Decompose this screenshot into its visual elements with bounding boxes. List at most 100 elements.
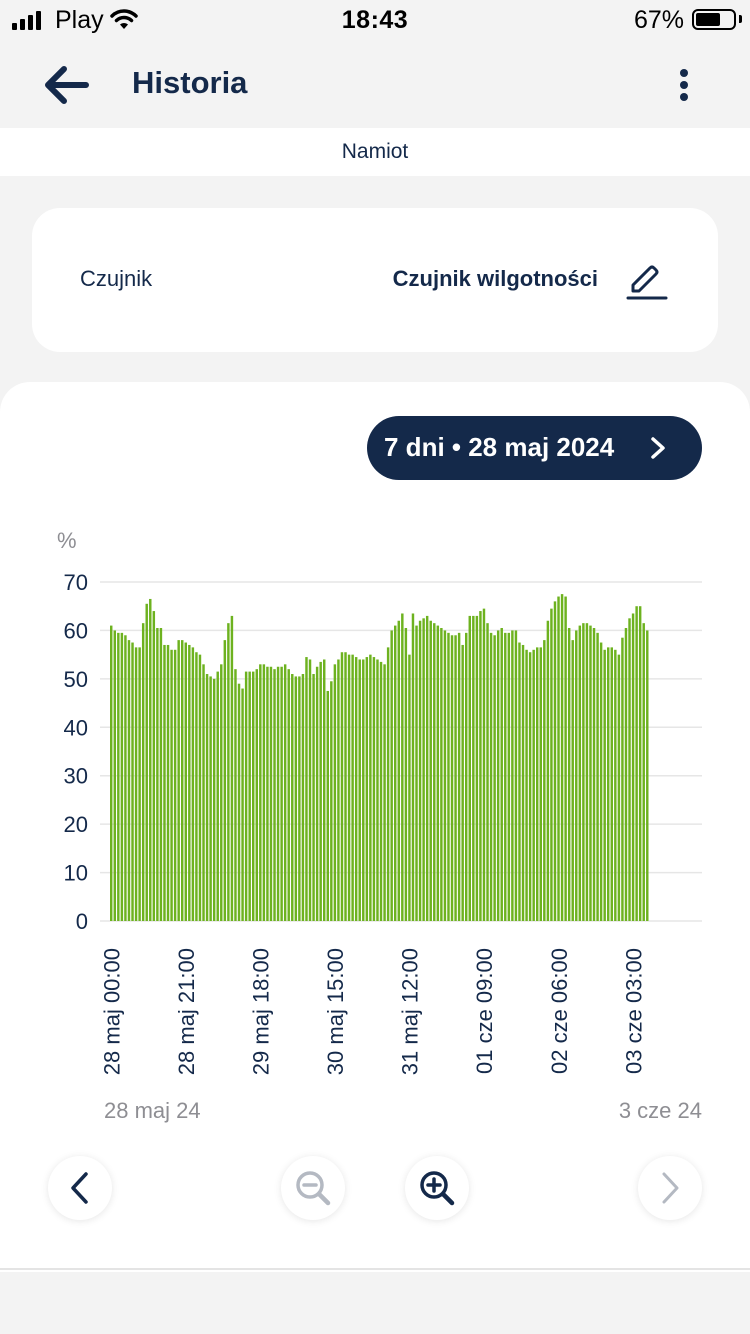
humidity-bar [422, 618, 425, 921]
back-button[interactable] [40, 62, 92, 108]
humidity-bar [475, 615, 479, 921]
x-tick-label: 02 cze 06:00 [547, 948, 572, 1074]
humidity-bar [433, 623, 436, 921]
x-tick-label: 01 cze 09:00 [472, 948, 497, 1074]
humidity-bar [607, 647, 610, 921]
more-options-button[interactable] [664, 62, 704, 108]
humidity-bar [582, 623, 585, 921]
humidity-bar [159, 628, 163, 921]
y-tick-label: 20 [64, 812, 88, 837]
humidity-bar [131, 642, 134, 921]
y-tick-label: 50 [64, 667, 88, 692]
battery-fill [696, 13, 720, 26]
zoom-in-button[interactable] [405, 1156, 469, 1220]
humidity-bar [621, 637, 624, 921]
humidity-bar [276, 666, 280, 921]
humidity-bar [124, 635, 127, 921]
humidity-bar [592, 628, 596, 921]
chevron-right-icon [651, 437, 665, 459]
humidity-bar [259, 664, 262, 921]
humidity-bar [408, 654, 411, 921]
humidity-bar [244, 671, 248, 921]
date-range-selector[interactable]: 7 dni • 28 maj 2024 [367, 416, 702, 480]
humidity-bar [269, 666, 273, 921]
humidity-bar [308, 659, 312, 921]
previous-period-button[interactable] [48, 1156, 112, 1220]
humidity-bar [514, 630, 518, 921]
humidity-bar [237, 683, 241, 921]
navigation-bar: Historia [0, 42, 750, 128]
y-tick-label: 10 [64, 861, 88, 886]
pencil-icon [626, 265, 668, 300]
humidity-bar [450, 635, 454, 921]
humidity-bar [500, 628, 503, 921]
humidity-bar [358, 659, 361, 921]
humidity-bar [365, 657, 369, 921]
humidity-bar [216, 671, 219, 921]
humidity-bar [149, 598, 152, 921]
humidity-bar [188, 644, 191, 921]
x-tick-label: 03 cze 03:00 [621, 948, 646, 1074]
y-tick-label: 40 [64, 715, 88, 740]
humidity-bar [134, 647, 138, 921]
bottom-divider [0, 1268, 750, 1270]
page-title: Historia [132, 65, 248, 100]
humidity-bar [536, 647, 539, 921]
sensor-card: Czujnik Czujnik wilgotności [32, 208, 718, 352]
humidity-bar [283, 664, 287, 921]
humidity-bar [376, 659, 379, 921]
humidity-bar [351, 654, 354, 921]
humidity-bar [315, 666, 319, 921]
chevron-left-icon [71, 1172, 88, 1204]
humidity-bar [156, 628, 159, 921]
more-dot-icon [680, 69, 688, 77]
humidity-bar [454, 635, 457, 921]
x-tick-label: 28 maj 21:00 [174, 948, 199, 1075]
battery-percent: 67% [633, 6, 684, 34]
cellular-signal-icon [12, 11, 41, 30]
y-tick-label: 60 [64, 618, 88, 643]
humidity-bar [443, 630, 447, 921]
zoom-out-button[interactable] [281, 1156, 345, 1220]
humidity-bar [333, 664, 337, 921]
edit-sensor-button[interactable] [626, 262, 668, 302]
y-tick-label: 70 [64, 570, 88, 595]
humidity-bar [323, 659, 326, 921]
humidity-bar [145, 603, 148, 921]
humidity-bar [560, 594, 564, 921]
humidity-bar [518, 642, 521, 921]
humidity-bar [294, 676, 298, 921]
humidity-bar [209, 676, 212, 921]
humidity-bar [386, 647, 390, 921]
humidity-bar [319, 661, 322, 921]
humidity-bar [212, 678, 216, 921]
y-tick-label: 0 [76, 909, 88, 934]
humidity-bar [394, 625, 397, 921]
humidity-bar [543, 640, 546, 921]
humidity-bar [291, 674, 294, 921]
humidity-bar [198, 654, 202, 921]
humidity-bar [585, 623, 589, 921]
humidity-bar [628, 618, 631, 921]
humidity-bar [525, 649, 528, 921]
humidity-bar [486, 623, 489, 921]
y-tick-label: 30 [64, 764, 88, 789]
next-period-button[interactable] [638, 1156, 702, 1220]
humidity-bar [220, 664, 223, 921]
humidity-bar [397, 620, 400, 921]
humidity-bar [447, 632, 450, 921]
humidity-bar [312, 674, 315, 921]
humidity-bar [262, 664, 266, 921]
location-subheader: Namiot [0, 128, 750, 176]
humidity-bar [440, 628, 443, 921]
humidity-bar [113, 630, 116, 921]
humidity-bar [227, 623, 230, 921]
x-tick-label: 30 maj 15:00 [323, 948, 348, 1075]
humidity-bar [429, 620, 432, 921]
humidity-bar [273, 669, 276, 921]
humidity-bar [553, 601, 557, 921]
humidity-bar [369, 654, 372, 921]
humidity-bar [166, 644, 170, 921]
humidity-bar [567, 628, 571, 921]
sensor-value: Czujnik wilgotności [392, 266, 598, 291]
